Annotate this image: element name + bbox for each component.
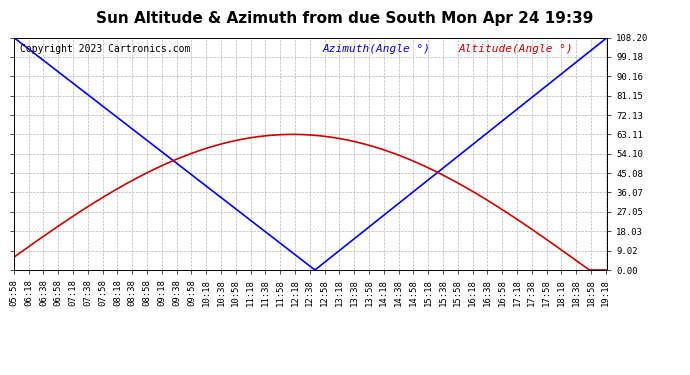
Text: Copyright 2023 Cartronics.com: Copyright 2023 Cartronics.com [20,45,190,54]
Text: Azimuth(Angle °): Azimuth(Angle °) [322,45,431,54]
Text: Altitude(Angle °): Altitude(Angle °) [459,45,573,54]
Text: Sun Altitude & Azimuth from due South Mon Apr 24 19:39: Sun Altitude & Azimuth from due South Mo… [97,11,593,26]
